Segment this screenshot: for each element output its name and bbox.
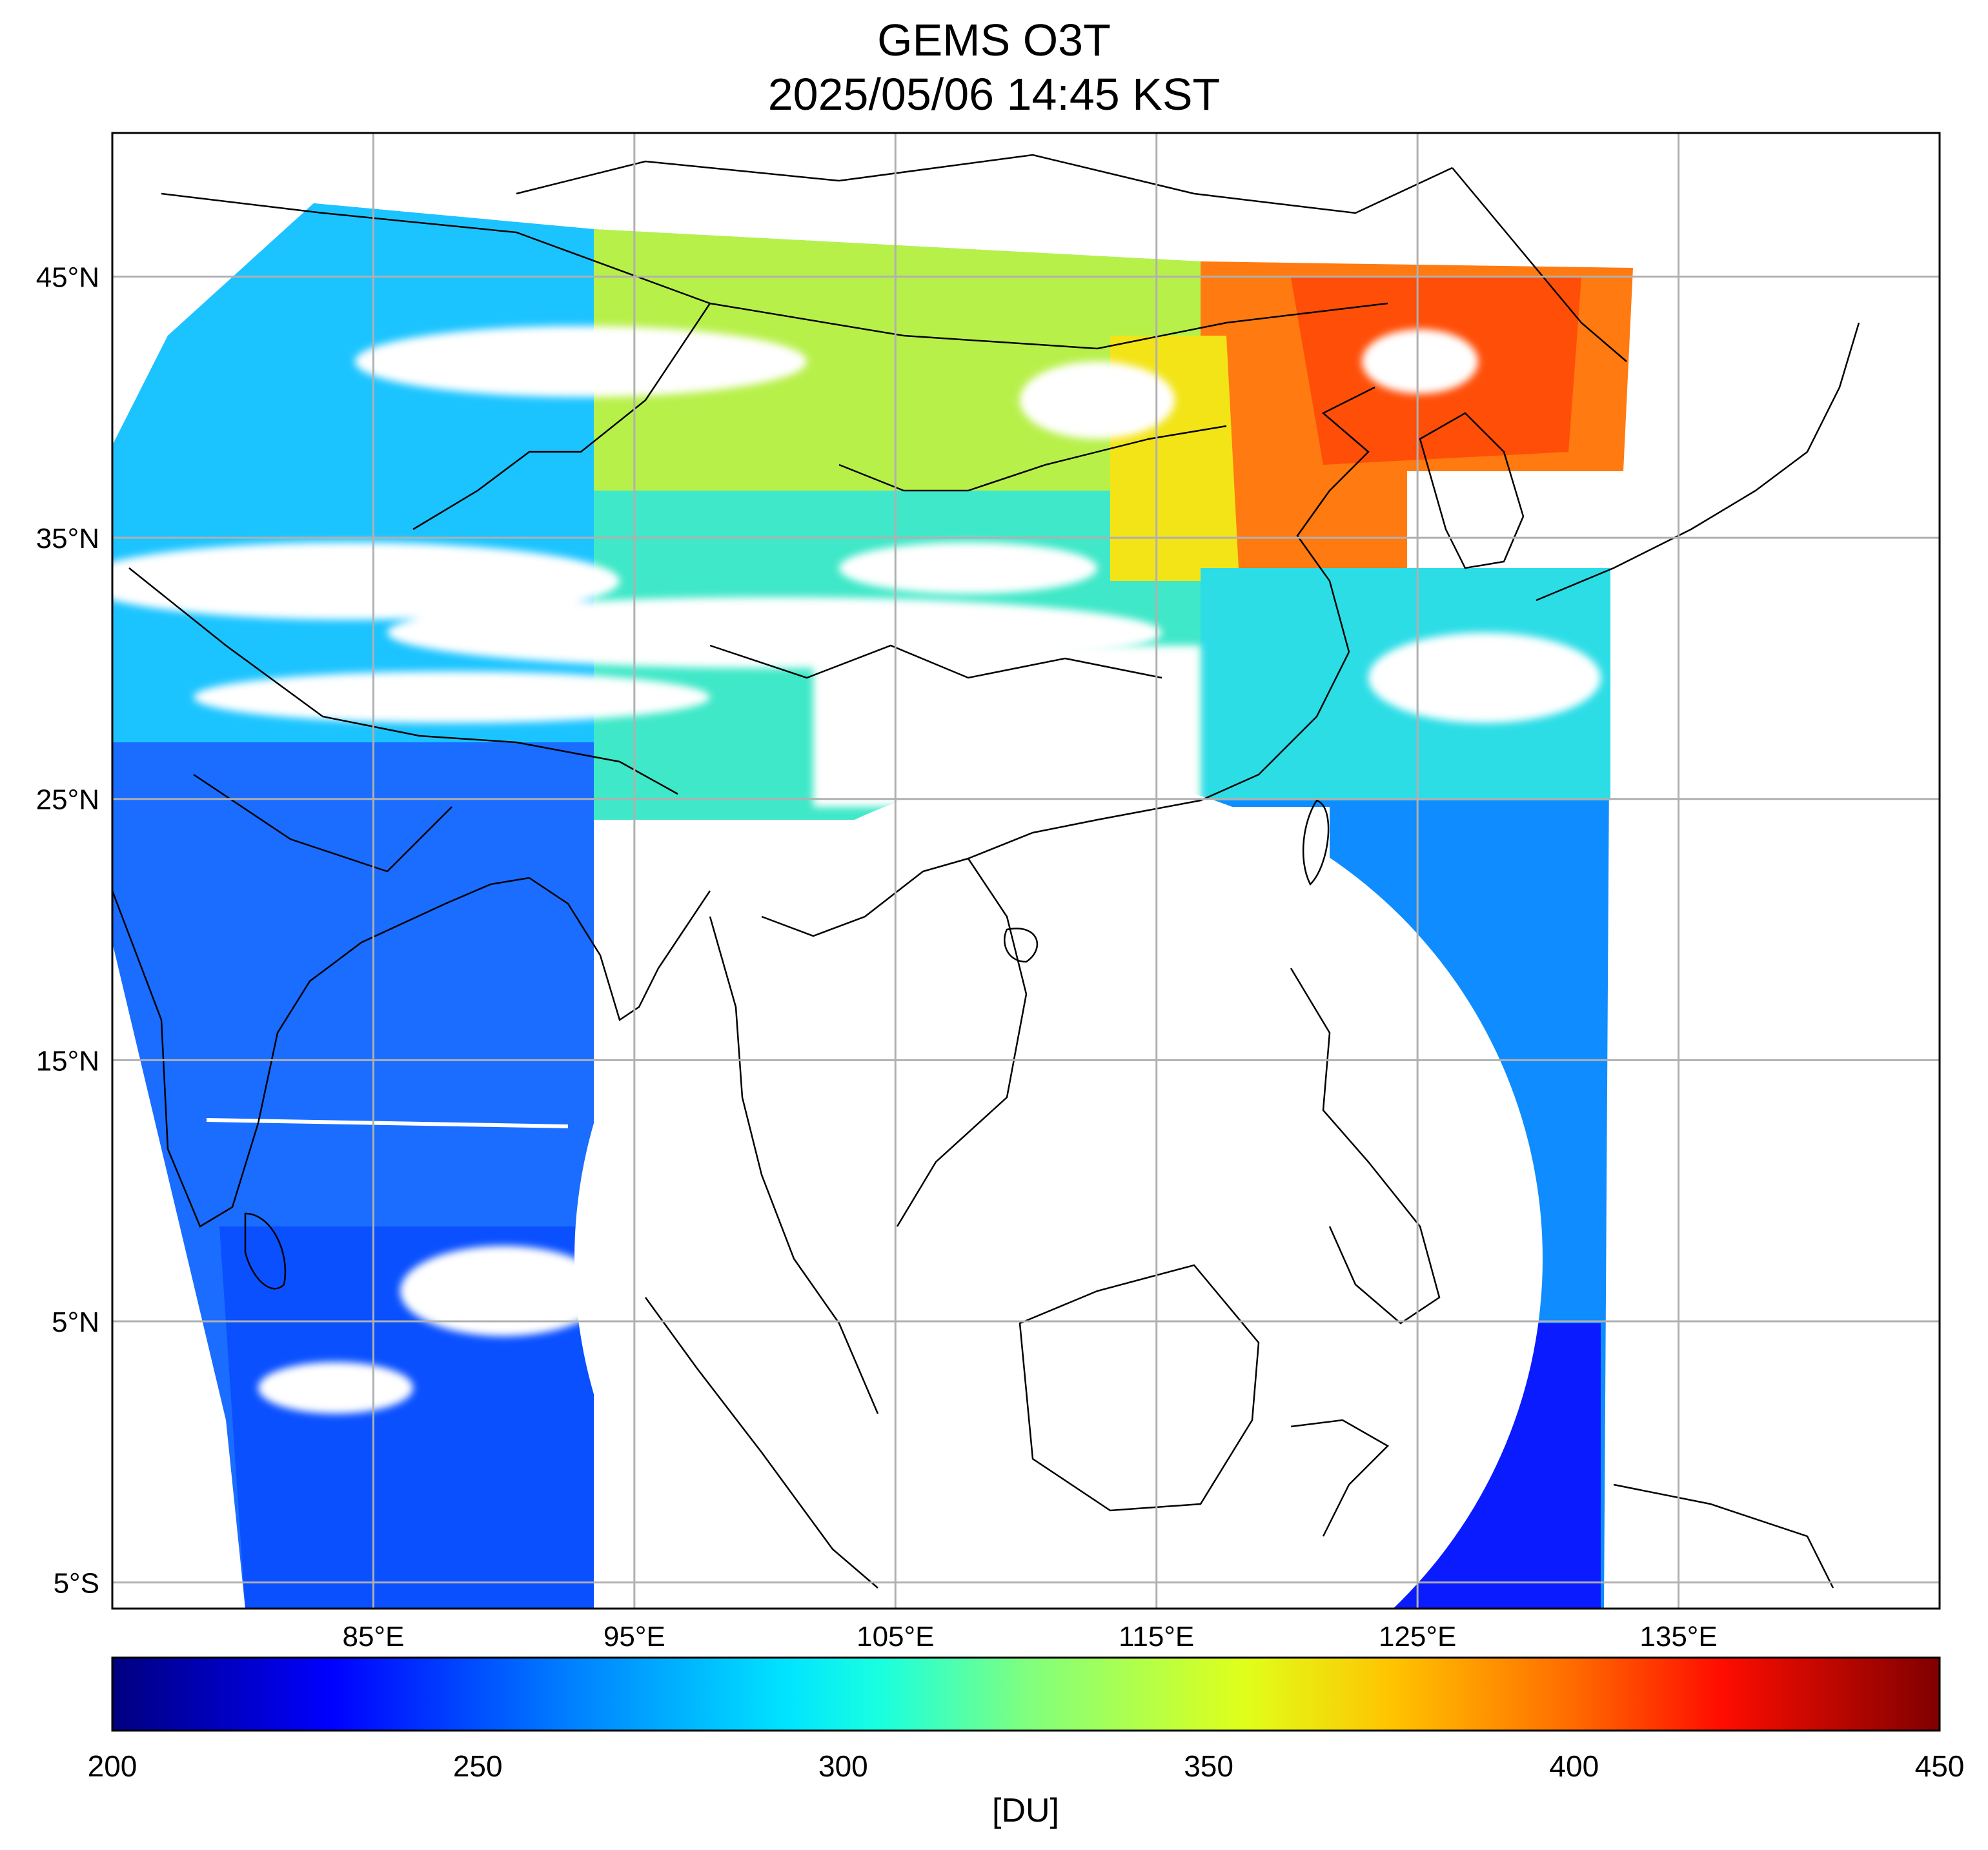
lon-tick-label: 95°E [604, 1621, 665, 1652]
colorbar-tick-label: 300 [818, 1749, 868, 1783]
coast-srilanka [244, 1212, 287, 1290]
map-subtitle: 2025/05/06 14:45 KST [767, 69, 1221, 119]
coast-sumatra [644, 1297, 878, 1589]
border-india-inner [193, 773, 452, 873]
lat-tick-label: 45°N [36, 262, 99, 294]
coast-korea [1419, 412, 1525, 569]
lon-tick-label: 115°E [1119, 1621, 1194, 1652]
border-north-1 [161, 192, 1388, 350]
ozone-data-field [112, 203, 1633, 1609]
coast-newguinea [1613, 1483, 1834, 1589]
colorbar-unit-label: [DU] [992, 1792, 1059, 1829]
lon-tick-label: 135°E [1639, 1621, 1717, 1652]
lat-tick-label: 15°N [36, 1045, 99, 1077]
coastlines [112, 154, 1860, 1589]
lon-tick-label: 105°E [857, 1621, 934, 1652]
lat-tick-label: 25°N [36, 784, 99, 816]
no-data-disc [574, 775, 1543, 1609]
colorbar-tick-label: 450 [1915, 1749, 1965, 1783]
colorbar-tick-label: 250 [453, 1749, 503, 1783]
coast-philippines [1290, 968, 1441, 1325]
lat-tick-label: 5°S [54, 1568, 99, 1600]
border-china-inner [838, 425, 1227, 492]
border-china-inner-2 [709, 644, 1162, 679]
lon-tick-label: 85°E [342, 1621, 404, 1652]
grid-lines [112, 133, 1940, 1609]
swath-artifact-line [206, 1118, 569, 1128]
coast-japan [1536, 322, 1860, 602]
no-data-central-gap [813, 645, 1201, 807]
lat-tick-label: 35°N [36, 523, 99, 554]
coast-bay-east [529, 877, 711, 1021]
coast-china-south [968, 651, 1350, 860]
coast-china-east [1296, 386, 1375, 653]
coast-borneo [1019, 1264, 1260, 1512]
border-mongolia [516, 154, 1453, 214]
colorbar-tick-label: 350 [1184, 1749, 1233, 1783]
lon-tick-label: 125°E [1379, 1621, 1456, 1652]
lat-tick-labels: 45°N 35°N 25°N 15°N 5°N 5°S [36, 262, 99, 1600]
lat-tick-label: 5°N [52, 1306, 99, 1338]
lon-tick-labels: 85°E 95°E 105°E 115°E 125°E 135°E [342, 1621, 1717, 1652]
map-title: GEMS O3T [877, 15, 1111, 65]
coast-sulawesi [1290, 1419, 1390, 1537]
border-himalaya [128, 567, 678, 795]
border-russia-east [1452, 167, 1627, 362]
colorbar-tick-label: 200 [88, 1749, 137, 1783]
colorbar [111, 1656, 1941, 1732]
coast-india [112, 877, 530, 1228]
map-frame [111, 132, 1941, 1610]
swath-west-north [112, 203, 594, 742]
coast-taiwan [1302, 799, 1330, 886]
colorbar-ticks: 200 250 300 350 400 450 [88, 1749, 1965, 1783]
coast-indochina [761, 857, 1028, 1227]
coast-malay [709, 916, 879, 1414]
coast-hainan [1004, 928, 1038, 963]
colorbar-tick-label: 400 [1549, 1749, 1599, 1783]
border-north-2 [412, 303, 711, 531]
